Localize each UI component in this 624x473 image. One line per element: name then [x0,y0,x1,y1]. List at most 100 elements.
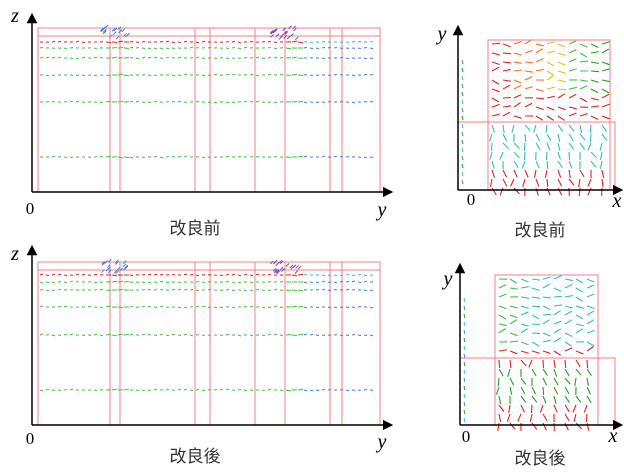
vector [285,389,292,392]
vector [183,40,188,43]
vector [579,169,585,178]
vector [553,359,556,368]
vector [498,349,507,352]
vector [513,94,522,99]
vector [531,422,538,430]
vector [509,278,518,284]
plots: z y 0 改良前 y x 0 改良前 z y 0 改良後 y x 0 改良後 [10,5,624,469]
vector [129,40,134,43]
vector [513,52,522,56]
vector [520,359,527,367]
vector [189,46,194,49]
vector [524,39,533,45]
vector [461,91,464,97]
vector [564,341,573,347]
vector [599,142,603,151]
vector [255,74,260,77]
vector [237,47,242,50]
vector [243,389,248,392]
origin-label: 0 [467,190,476,209]
vector [564,404,570,413]
vector [207,101,212,104]
vector [357,47,362,50]
vector [153,273,158,276]
vector [249,389,254,392]
vector [147,288,152,291]
vector [327,306,332,309]
vector [126,32,131,37]
vector [294,36,299,41]
vector [491,187,497,196]
vector [491,103,500,108]
vector [578,187,581,197]
vector [557,43,566,48]
vector [498,395,502,404]
vector [109,34,113,39]
vector [63,305,68,308]
axis-label: x [608,425,618,447]
vector [153,388,158,391]
vector [129,305,134,308]
vector [513,84,522,90]
vector [75,273,80,276]
vector [183,306,188,309]
vector [339,155,344,158]
vector [575,368,582,376]
vector [502,61,512,64]
vector [57,306,62,308]
vector [270,34,274,38]
vector [103,28,107,33]
vector [564,283,573,289]
vector [461,163,464,169]
vector [529,413,533,422]
vector [267,273,272,276]
vector [141,305,146,308]
vector [589,133,592,143]
vector [112,31,117,35]
vector [100,27,104,32]
vector [39,333,44,336]
vector [530,404,533,414]
vector [201,305,206,308]
vector [207,388,212,391]
vector [357,281,362,284]
vector [601,68,610,72]
vector [568,58,577,63]
vector [463,409,466,415]
vector [531,287,540,291]
vector [502,43,511,48]
vector [513,169,518,178]
vector [171,41,176,44]
vector [171,333,176,336]
vector [141,333,146,336]
vector [249,100,254,103]
vector [231,40,236,43]
vector [568,49,577,54]
vector [102,30,107,34]
vector [93,273,98,276]
vector [315,334,320,337]
vector [520,278,529,283]
vector [291,40,298,43]
vector [297,333,304,336]
vector [578,178,581,187]
vector [546,75,554,81]
vector [333,73,338,76]
vector [557,93,566,99]
vector [69,388,74,391]
vector [159,333,164,336]
vector [297,100,304,103]
vector [303,306,308,309]
vector [249,40,254,43]
vector [281,268,285,272]
vector [339,100,344,103]
vector [590,160,597,168]
vector [488,133,493,142]
vector [546,50,555,54]
vector [147,389,152,392]
vector [225,57,230,60]
vector [513,79,522,84]
vector [207,306,212,309]
vector [590,115,599,120]
vector [535,106,544,111]
